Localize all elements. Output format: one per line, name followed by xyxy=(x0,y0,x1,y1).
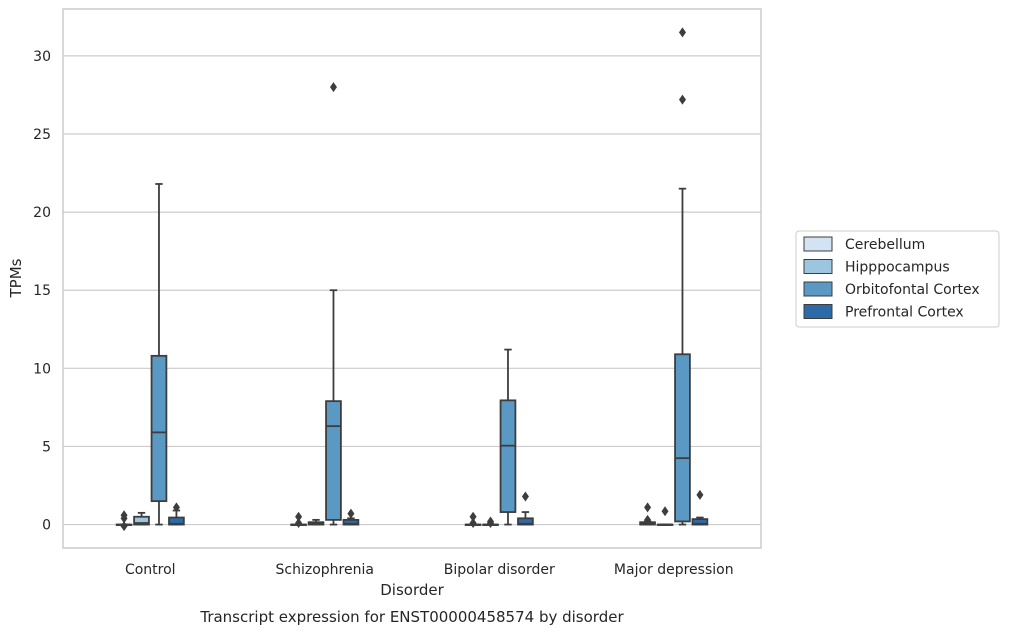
y-tick-label: 10 xyxy=(33,361,51,377)
grid-lines xyxy=(63,55,761,526)
outlier-marker xyxy=(120,510,128,521)
legend-swatch xyxy=(803,259,833,274)
box-body xyxy=(499,399,517,513)
legend-swatch xyxy=(803,236,833,252)
outlier-marker xyxy=(644,514,652,525)
y-tick-label: 0 xyxy=(42,518,51,534)
box-body xyxy=(325,400,342,521)
y-tick-label: 20 xyxy=(33,205,51,221)
x-tick-label: Major depression xyxy=(614,562,734,578)
outlier-marker xyxy=(347,508,355,519)
box-0-3 xyxy=(168,502,185,526)
outlier-marker xyxy=(172,502,180,513)
x-axis-title: Disorder xyxy=(380,581,444,599)
outlier-marker xyxy=(487,516,495,527)
box-0-1 xyxy=(133,511,150,526)
outlier-marker xyxy=(678,94,686,105)
legend-label: Orbitofontal Cortex xyxy=(845,282,980,298)
box-3-2 xyxy=(674,27,691,526)
box-body xyxy=(150,354,168,503)
legend: Cerebellum Hipppocampus Orbitofontal Corte… xyxy=(795,230,1000,328)
box-0-2 xyxy=(150,183,168,526)
x-tick-label: Schizophrenia xyxy=(276,562,374,578)
box-1-3 xyxy=(342,508,360,526)
outlier-marker xyxy=(696,489,704,500)
legend-swatch xyxy=(803,304,833,319)
y-axis-title: TPMs xyxy=(7,258,25,298)
box-2-2 xyxy=(499,348,517,526)
box-3-1 xyxy=(656,506,674,526)
box-2-3 xyxy=(517,491,534,526)
outlier-marker xyxy=(521,491,529,502)
outlier-marker xyxy=(329,82,337,93)
outlier-marker xyxy=(469,518,477,529)
y-axis-ticks: 0 5 10 15 20 25 30 xyxy=(33,49,51,534)
legend-swatch xyxy=(803,281,833,297)
legend-label: Prefrontal Cortex xyxy=(845,305,964,321)
y-tick-label: 15 xyxy=(33,283,51,299)
outlier-marker xyxy=(295,518,303,529)
legend-label: Cerebellum xyxy=(845,237,925,253)
box-1-0 xyxy=(290,511,307,529)
box-1-1 xyxy=(307,518,325,526)
box-2-1 xyxy=(482,516,499,529)
y-tick-label: 30 xyxy=(33,49,51,65)
outlier-marker xyxy=(678,27,686,38)
y-tick-label: 5 xyxy=(42,439,51,455)
box-body xyxy=(133,515,150,526)
box-1-2 xyxy=(325,82,342,526)
y-tick-label: 25 xyxy=(33,127,51,143)
outlier-marker xyxy=(661,506,669,517)
box-2-0 xyxy=(464,511,482,529)
box-series xyxy=(115,27,709,532)
x-axis-ticks: Control Schizophrenia Bipolar disorder Majo… xyxy=(125,562,734,578)
x-tick-label: Control xyxy=(125,562,176,578)
outlier-marker xyxy=(295,511,303,522)
box-body xyxy=(674,353,691,523)
box-3-0 xyxy=(639,502,656,526)
box-3-3 xyxy=(691,489,709,526)
x-tick-label: Bipolar disorder xyxy=(444,562,555,578)
outlier-marker xyxy=(120,521,128,532)
outlier-marker xyxy=(644,502,652,513)
box-0-0 xyxy=(115,510,133,532)
plot-area xyxy=(63,9,761,548)
outlier-marker xyxy=(469,511,477,522)
chart-caption: Transcript expression for ENST0000045857… xyxy=(199,608,624,626)
plot-frame xyxy=(62,8,762,549)
legend-frame xyxy=(795,230,1000,328)
legend-label: Hipppocampus xyxy=(845,260,950,276)
